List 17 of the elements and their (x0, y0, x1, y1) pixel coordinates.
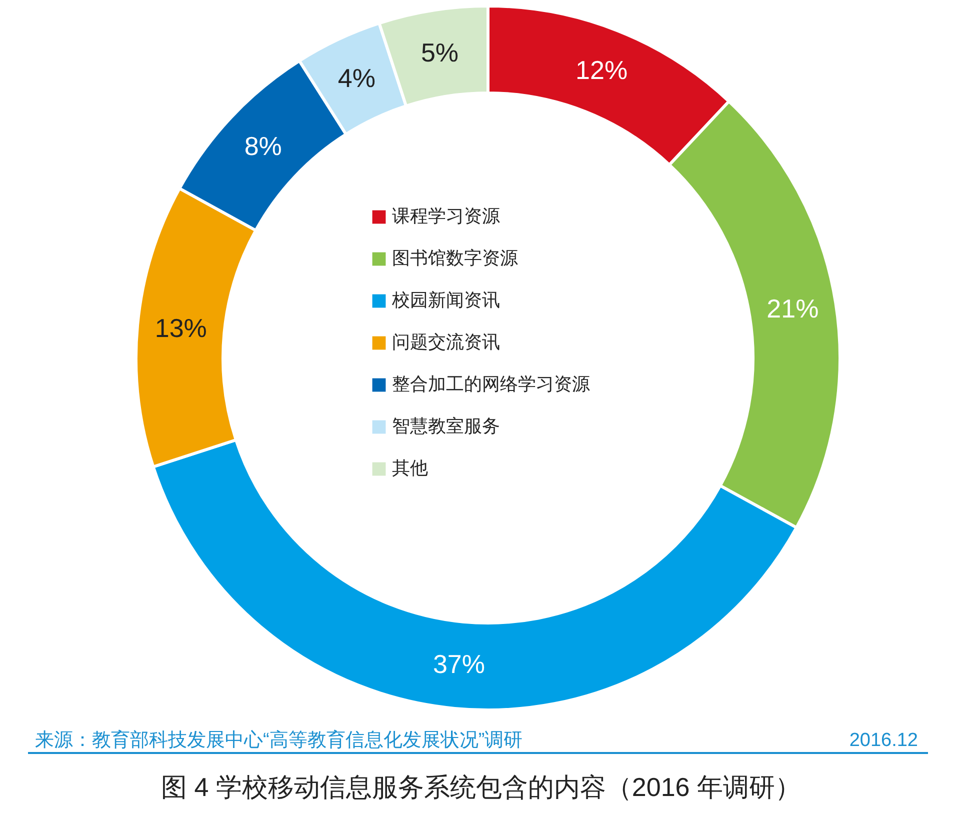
legend-label: 智慧教室服务 (392, 416, 500, 436)
data-label: 8% (244, 130, 282, 161)
legend-label: 其他 (392, 458, 428, 478)
text: 图 4 学校移动信息服务系统包含的内容（2016 年调研） (161, 772, 801, 802)
legend-label: 校园新闻资讯 (391, 290, 500, 310)
legend-label: 课程学习资源 (392, 206, 500, 226)
legend-label: 整合加工的网络学习资源 (392, 374, 590, 394)
data-label: 21% (766, 294, 819, 324)
data-label: 5% (420, 37, 459, 68)
data-label: 13% (154, 312, 207, 343)
data-label: 37% (432, 649, 485, 680)
legend-label: 图书馆数字资源 (392, 248, 518, 268)
text: 2016.12 (849, 730, 918, 751)
legend-label: 问题交流资讯 (392, 332, 500, 352)
data-label: 12% (576, 55, 628, 86)
data-label: 4% (338, 62, 376, 93)
source-note: 来源：教育部科技发展中心“高等教育信息化发展状况”调研 (35, 729, 523, 751)
